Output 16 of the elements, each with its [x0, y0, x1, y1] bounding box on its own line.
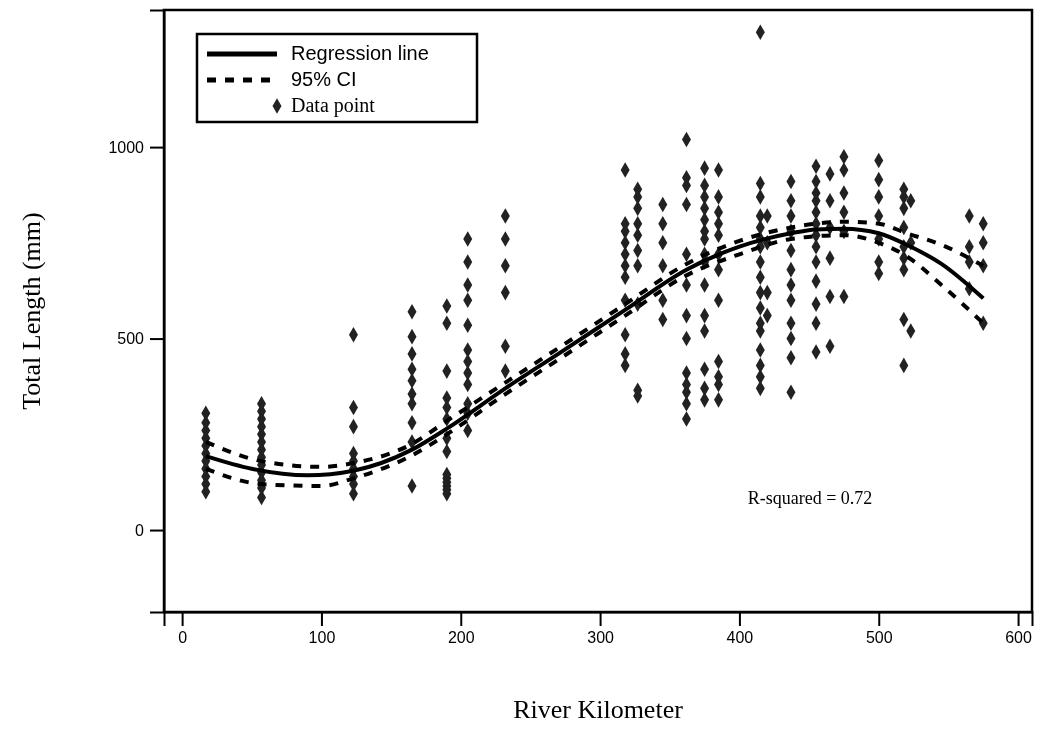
x-tick-label: 400 [726, 629, 754, 647]
y-tick-label: 0 [135, 521, 145, 539]
legend-label: 95% CI [291, 68, 357, 90]
y-tick-label: 500 [117, 330, 145, 348]
legend-label: Data point [291, 94, 376, 117]
x-axis-title: River Kilometer [513, 695, 684, 724]
y-tick-label: 1000 [108, 138, 145, 156]
x-tick-label: 600 [1005, 629, 1033, 647]
x-tick-label: 500 [865, 629, 893, 647]
x-tick-label: 300 [587, 629, 615, 647]
y-axis-title: Total Length (mm) [17, 212, 46, 410]
legend-label: Regression line [291, 42, 429, 64]
x-tick-label: 0 [178, 629, 188, 647]
x-tick-label: 200 [447, 629, 475, 647]
annotation: R-squared = 0.72 [747, 488, 873, 508]
x-tick-label: 100 [308, 629, 336, 647]
